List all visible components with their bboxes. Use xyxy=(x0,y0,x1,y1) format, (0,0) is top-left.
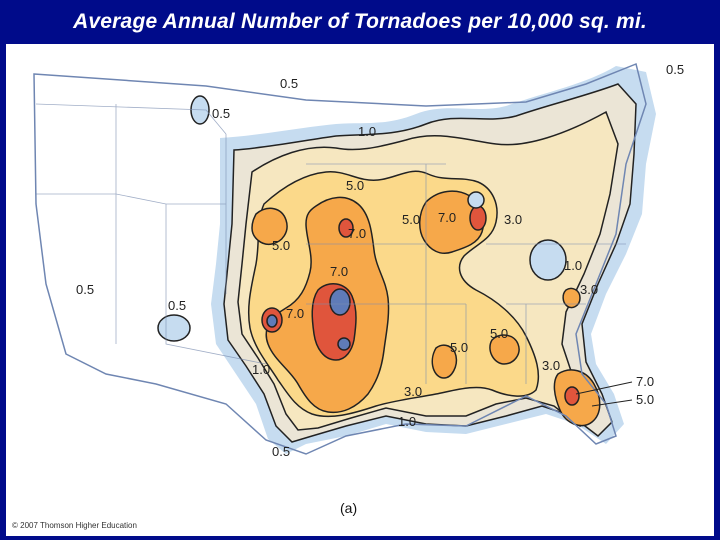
label-5-0-southeast: 5.0 xyxy=(490,326,508,341)
region-max-south xyxy=(337,337,351,351)
leader-5-0-florida xyxy=(591,399,633,407)
us-outline xyxy=(33,62,647,455)
label-5-0-central: 5.0 xyxy=(402,212,420,227)
label-0-5-montana: 0.5 xyxy=(212,106,230,121)
label-0-5-northwest: 0.5 xyxy=(280,76,298,91)
label-0-5-south: 0.5 xyxy=(272,444,290,459)
region-max-central xyxy=(329,288,351,316)
label-0-5-west-2: 0.5 xyxy=(168,298,186,313)
label-5-0-north: 5.0 xyxy=(346,178,364,193)
label-1-0-east: 1.0 xyxy=(564,258,582,273)
map-title: Average Annual Number of Tornadoes per 1… xyxy=(73,10,647,33)
tornado-map: 0.5 0.5 0.5 0.5 0.5 0.5 1.0 1.0 1.0 1.0 … xyxy=(33,62,684,459)
label-7-0-northeast: 7.0 xyxy=(438,210,456,225)
label-3-0-florida: 3.0 xyxy=(542,358,560,373)
low-region-nevada xyxy=(157,314,191,342)
low-region-appalachia xyxy=(529,239,567,281)
label-7-0-mid: 7.0 xyxy=(348,226,366,241)
region-5-0-se xyxy=(489,334,520,365)
figure-label: (a) xyxy=(340,500,358,516)
region-7-0-mid xyxy=(338,218,354,238)
region-7-0-ne xyxy=(469,205,487,231)
label-5-0-west: 5.0 xyxy=(272,238,290,253)
label-1-0-west: 1.0 xyxy=(252,362,270,377)
label-3-0-northeast: 3.0 xyxy=(504,212,522,227)
label-0-5-west-1: 0.5 xyxy=(76,282,94,297)
label-7-0-central: 7.0 xyxy=(330,264,348,279)
region-5-0-s xyxy=(431,344,458,379)
label-0-5-northeast: 0.5 xyxy=(666,62,684,77)
label-5-0-florida: 5.0 xyxy=(636,392,654,407)
state-borders xyxy=(35,103,626,384)
region-5-0-ne xyxy=(419,190,485,254)
label-1-0-north: 1.0 xyxy=(358,124,376,139)
leader-7-0-florida xyxy=(575,381,633,395)
label-7-0-florida: 7.0 xyxy=(636,374,654,389)
label-3-0-east: 3.0 xyxy=(580,282,598,297)
region-3-0-east xyxy=(562,287,581,309)
label-5-0-south: 5.0 xyxy=(450,340,468,355)
label-3-0-south: 3.0 xyxy=(404,384,422,399)
low-region-ne-lake xyxy=(467,191,485,209)
copyright-text: © 2007 Thomson Higher Education xyxy=(12,521,137,530)
region-5-0-west xyxy=(251,207,288,246)
region-florida-core xyxy=(564,386,580,406)
region-max-west xyxy=(266,314,278,328)
map-panel: 0.5 0.5 0.5 0.5 0.5 0.5 1.0 1.0 1.0 1.0 … xyxy=(6,44,714,536)
label-1-0-south: 1.0 xyxy=(398,414,416,429)
label-7-0-west: 7.0 xyxy=(286,306,304,321)
